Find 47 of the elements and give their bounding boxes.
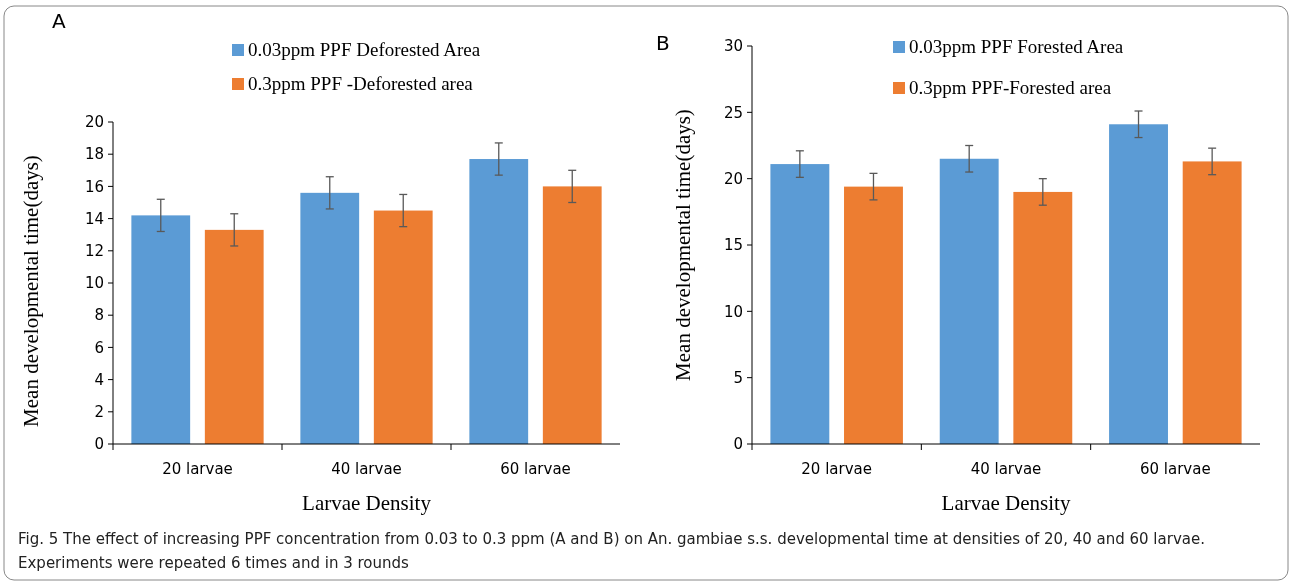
legend-label: 0.3ppm PPF-Forested area [909,77,1112,98]
y-axis-title: Mean developmental time(days) [671,109,695,381]
bar [1182,161,1242,444]
bar [131,215,191,444]
bar [1013,191,1073,444]
y-tick-label: 8 [94,306,104,325]
bar [844,186,903,444]
y-tick-label: 14 [84,209,104,228]
bar [770,164,830,444]
bar [300,192,360,444]
y-tick-label: 4 [94,370,104,389]
y-axis-title: Mean developmental time(days) [19,155,43,427]
x-tick-label: 40 larvae [331,460,402,478]
y-tick-label: 15 [723,236,743,255]
y-tick-label: 20 [84,113,104,132]
bar [939,158,999,444]
x-tick-label: 40 larvae [970,460,1042,478]
chart-title: B [656,31,670,55]
y-tick-label: 2 [94,403,104,422]
bar [204,229,264,444]
legend-label: 0.03ppm PPF Deforested Area [248,39,481,60]
y-tick-label: 10 [84,274,104,293]
y-tick-label: 6 [94,338,104,357]
bar [373,210,433,444]
x-tick-label: 20 larvae [162,460,233,478]
bar [1109,124,1168,444]
y-tick-label: 0 [733,435,743,454]
x-tick-label: 20 larvae [801,460,873,478]
y-tick-label: 16 [84,177,104,196]
x-axis-title: Larvae Density [302,491,432,515]
y-tick-label: 10 [723,302,743,321]
y-tick-label: 5 [733,368,743,387]
y-tick-label: 25 [723,103,743,122]
caption: Fig. 5 The effect of increasing PPF concentration from 0.03 to 0.3 ppm (A and B) on An. gambiae s.s. developmental time at densities of 20, 40 and 60 larvae. Experiments were repeated 6 times and in 3 rounds [18,530,1205,572]
y-tick-label: 30 [723,37,743,56]
x-tick-label: 60 larvae [500,460,571,478]
y-tick-label: 12 [84,242,104,261]
y-tick-label: 20 [723,169,743,188]
legend-label: 0.03ppm PPF Forested Area [909,36,1124,57]
bar [542,186,602,444]
y-tick-label: 18 [84,145,104,164]
chart-title: A [52,9,66,33]
x-tick-label: 60 larvae [1139,460,1211,478]
x-axis-title: Larvae Density [941,491,1071,515]
bar [469,159,529,444]
y-tick-label: 0 [94,435,104,454]
legend-label: 0.3ppm PPF -Deforested area [248,73,474,94]
